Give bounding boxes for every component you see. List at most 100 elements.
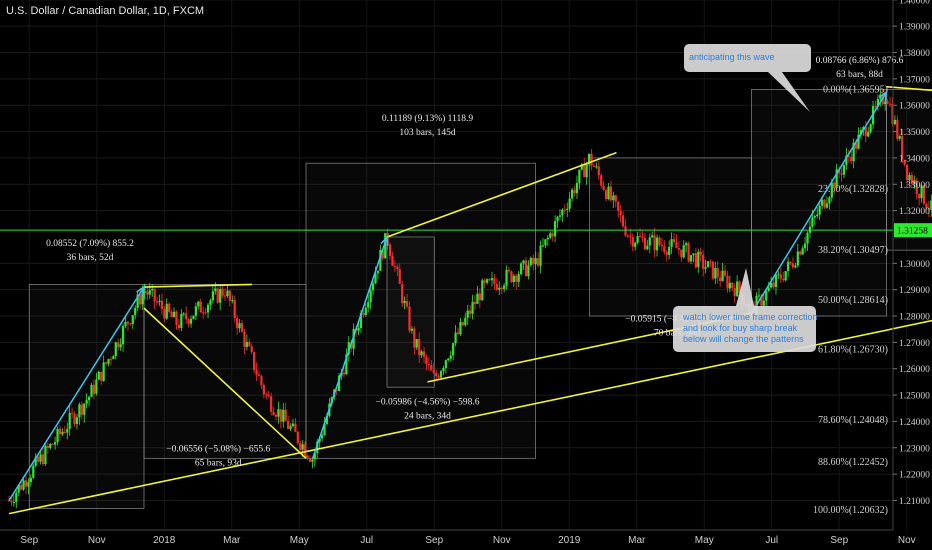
candle-body (478, 293, 481, 301)
candle-body (621, 215, 625, 227)
candle-body (447, 358, 450, 361)
trendline (8, 319, 932, 515)
candle-body (495, 283, 498, 290)
candle-body (379, 249, 382, 271)
current-price-label: 1.31258 (897, 227, 928, 237)
candle-body (250, 346, 253, 353)
candle-body (646, 245, 649, 250)
candle-body (51, 443, 54, 445)
candle-body (689, 255, 693, 262)
candle-body (663, 246, 666, 252)
candle-body (864, 127, 867, 137)
candle-body (714, 268, 717, 279)
candle-body (612, 195, 615, 201)
candle-body (823, 199, 826, 208)
measure-box (386, 236, 435, 388)
candle-body (854, 142, 858, 149)
candle-body (255, 370, 258, 375)
candle-body (481, 280, 484, 301)
candle-body (537, 258, 540, 266)
candle-body (486, 279, 489, 283)
candle-body (138, 294, 142, 305)
candle-body (503, 285, 506, 289)
price-tick-label: 1.38000 (899, 49, 930, 59)
candle-body (362, 313, 365, 315)
candle-body (651, 235, 654, 238)
candle-body (148, 290, 151, 295)
candle-body (529, 257, 532, 266)
projection-arrow (8, 286, 145, 501)
candle-body (393, 265, 397, 267)
candle-body (607, 186, 610, 200)
candle-body (357, 327, 360, 331)
candle-body (73, 413, 76, 424)
candle-body (456, 332, 460, 335)
candle-body (403, 300, 406, 304)
candle-body (287, 420, 290, 429)
candle-body (760, 295, 763, 306)
candle-body (262, 385, 265, 395)
candle-body (723, 270, 727, 276)
candle-body (716, 268, 719, 278)
candle-body (830, 182, 833, 198)
time-tick-label: Sep (20, 535, 38, 546)
candle-body (20, 484, 23, 490)
candle-body (757, 295, 761, 297)
candle-body (146, 291, 149, 295)
candle-body (90, 384, 93, 397)
measure-annotation: 0.08766 (6.86%) 876.6 (816, 55, 904, 66)
candle-body (629, 235, 632, 237)
fib-level-label: 38.20%(1.30497) (818, 245, 888, 256)
price-axis[interactable]: 1.40000 1.39000 1.38000 1.37000 1.36000 1.350… (892, 0, 932, 530)
candle-body (609, 186, 613, 201)
candle-body (672, 239, 676, 243)
candle-body (845, 155, 848, 166)
time-tick-label: Jul (765, 535, 778, 546)
candle-body (291, 423, 295, 427)
candle-body (442, 367, 445, 372)
candle-body (857, 134, 860, 149)
candle-body (850, 156, 853, 162)
candle-body (408, 306, 411, 331)
candle-body (668, 246, 671, 255)
candle-body (95, 379, 98, 394)
callout-text: below will change the patterns (683, 334, 804, 344)
candle-body (653, 235, 656, 251)
candle-body (204, 312, 207, 314)
candle-body (624, 226, 627, 236)
candle-body (471, 301, 474, 314)
candle-body (172, 311, 176, 318)
candle-body (738, 281, 741, 293)
candle-body (177, 324, 180, 329)
candle-body (194, 306, 197, 316)
fib-level-label: 88.60%(1.22452) (818, 457, 888, 468)
candle-body (294, 423, 297, 432)
candle-body (277, 409, 280, 417)
candle-body (323, 423, 326, 435)
candle-body (648, 237, 651, 246)
candle-body (483, 280, 486, 283)
candle-body (561, 209, 564, 216)
candle-body (597, 166, 600, 176)
candle-body (896, 119, 899, 139)
candle-body (427, 363, 430, 365)
time-axis[interactable]: Sep Nov 2018 Mar May Jul Sep Nov 2019 Mar May Jul Se… (0, 529, 916, 546)
candle-body (767, 287, 770, 292)
candle-body (141, 292, 144, 305)
candle-body (461, 322, 464, 326)
arrow-head (380, 235, 389, 246)
candle-body (126, 321, 130, 324)
candle-body (587, 154, 591, 165)
callout-text: anticipating this wave (689, 52, 775, 62)
candle-body (301, 444, 304, 450)
price-tick-label: 1.35000 (899, 128, 930, 138)
candle-body (893, 119, 897, 125)
candle-body (816, 214, 819, 217)
candle-body (34, 456, 37, 466)
candle-body (527, 265, 530, 276)
trendline (143, 283, 253, 288)
candle-body (214, 288, 217, 292)
projection-arrow (750, 91, 888, 314)
candle-body (733, 287, 736, 297)
